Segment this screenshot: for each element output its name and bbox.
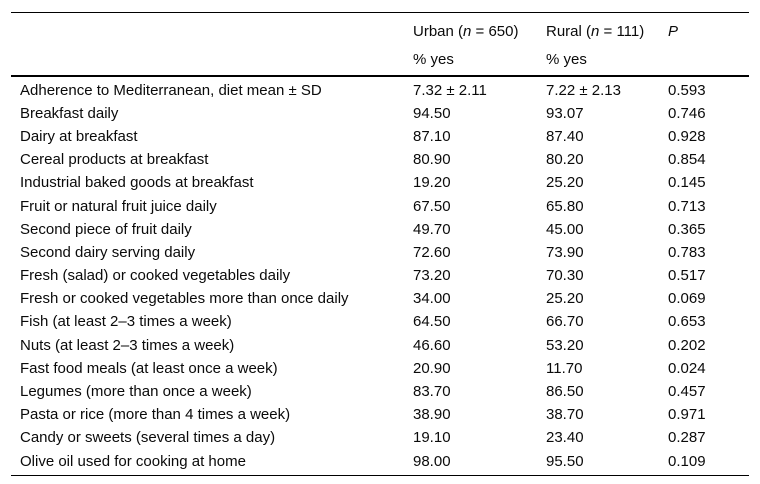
- p-value: 0.287: [668, 430, 706, 446]
- row-label: Fruit or natural fruit juice daily: [20, 198, 217, 214]
- table-row: Second dairy serving daily 72.60 73.90 0…: [11, 241, 749, 264]
- p-value: 0.202: [668, 337, 706, 353]
- table-header: Urban (n = 650) Rural (n = 111) P % yes …: [11, 13, 749, 77]
- row-label: Pasta or rice (more than 4 times a week): [20, 407, 291, 423]
- table-row: Cereal products at breakfast 80.90 80.20…: [11, 148, 749, 171]
- rural-value: 7.22 ± 2.13: [546, 82, 621, 98]
- row-label: Industrial baked goods at breakfast: [20, 175, 254, 191]
- table-body: Adherence to Mediterranean, diet mean ± …: [11, 77, 749, 475]
- urban-value: 20.90: [413, 360, 451, 376]
- rural-value: 38.70: [546, 407, 584, 423]
- urban-value: 98.00: [413, 453, 451, 469]
- p-value: 0.457: [668, 384, 706, 400]
- row-label: Fresh (salad) or cooked vegetables daily: [20, 268, 291, 284]
- row-label: Breakfast daily: [20, 105, 119, 121]
- urban-value: 34.00: [413, 291, 451, 307]
- p-value: 0.783: [668, 244, 706, 260]
- diet-comparison-table: Urban (n = 650) Rural (n = 111) P % yes …: [11, 12, 749, 476]
- urban-value: 73.20: [413, 268, 451, 284]
- p-value: 0.854: [668, 152, 706, 168]
- urban-value: 80.90: [413, 152, 451, 168]
- table-row: Fresh (salad) or cooked vegetables daily…: [11, 264, 749, 287]
- p-value: 0.517: [668, 268, 706, 284]
- table-row: Breakfast daily 94.50 93.07 0.746: [11, 102, 749, 125]
- rural-value: 70.30: [546, 268, 584, 284]
- table-row: Legumes (more than once a week) 83.70 86…: [11, 380, 749, 403]
- rural-value: 86.50: [546, 384, 584, 400]
- p-value: 0.365: [668, 221, 706, 237]
- table-row: Adherence to Mediterranean, diet mean ± …: [11, 79, 749, 102]
- p-value: 0.928: [668, 128, 706, 144]
- row-label: Adherence to Mediterranean, diet mean ± …: [20, 82, 322, 98]
- rural-value: 45.00: [546, 221, 584, 237]
- p-value: 0.069: [668, 291, 706, 307]
- urban-value: 46.60: [413, 337, 451, 353]
- header-urban: Urban (n = 650): [413, 23, 519, 39]
- p-value: 0.713: [668, 198, 706, 214]
- row-label: Candy or sweets (several times a day): [20, 430, 276, 446]
- p-value: 0.653: [668, 314, 706, 330]
- header-row-titles: Urban (n = 650) Rural (n = 111) P: [11, 17, 749, 45]
- p-value: 0.746: [668, 105, 706, 121]
- urban-value: 38.90: [413, 407, 451, 423]
- urban-value: 87.10: [413, 128, 451, 144]
- urban-value: 94.50: [413, 105, 451, 121]
- table-row: Industrial baked goods at breakfast 19.2…: [11, 171, 749, 194]
- row-label: Second piece of fruit daily: [20, 221, 192, 237]
- urban-value: 64.50: [413, 314, 451, 330]
- rural-value: 95.50: [546, 453, 584, 469]
- row-label: Second dairy serving daily: [20, 244, 196, 260]
- row-label: Fish (at least 2–3 times a week): [20, 314, 232, 330]
- header-row-subtitles: % yes % yes: [11, 45, 749, 73]
- urban-value: 7.32 ± 2.11: [413, 82, 487, 98]
- p-value: 0.145: [668, 175, 706, 191]
- rural-value: 53.20: [546, 337, 584, 353]
- row-label: Cereal products at breakfast: [20, 152, 209, 168]
- header-p: P: [668, 23, 679, 39]
- rural-value: 73.90: [546, 244, 584, 260]
- row-label: Nuts (at least 2–3 times a week): [20, 337, 235, 353]
- table-row: Pasta or rice (more than 4 times a week)…: [11, 403, 749, 426]
- urban-value: 83.70: [413, 384, 451, 400]
- table-row: Fast food meals (at least once a week) 2…: [11, 357, 749, 380]
- p-value: 0.024: [668, 360, 706, 376]
- table-row: Second piece of fruit daily 49.70 45.00 …: [11, 218, 749, 241]
- header-rural: Rural (n = 111): [546, 23, 645, 39]
- rural-value: 87.40: [546, 128, 584, 144]
- row-label: Olive oil used for cooking at home: [20, 453, 246, 469]
- rural-value: 65.80: [546, 198, 584, 214]
- table-row: Candy or sweets (several times a day) 19…: [11, 426, 749, 449]
- urban-value: 67.50: [413, 198, 451, 214]
- p-value: 0.971: [668, 407, 706, 423]
- subheader-urban-percent-yes: % yes: [413, 51, 454, 67]
- rural-value: 11.70: [546, 360, 583, 376]
- rural-value: 93.07: [546, 105, 584, 121]
- table-row: Dairy at breakfast 87.10 87.40 0.928: [11, 125, 749, 148]
- row-label: Fresh or cooked vegetables more than onc…: [20, 291, 349, 307]
- urban-value: 19.10: [413, 430, 451, 446]
- rural-value: 25.20: [546, 175, 584, 191]
- rural-value: 23.40: [546, 430, 584, 446]
- subheader-rural-percent-yes: % yes: [546, 51, 587, 67]
- rural-value: 66.70: [546, 314, 584, 330]
- p-value: 0.593: [668, 82, 706, 98]
- table-row: Olive oil used for cooking at home 98.00…: [11, 450, 749, 473]
- table-row: Fresh or cooked vegetables more than onc…: [11, 287, 749, 310]
- table-row: Fish (at least 2–3 times a week) 64.50 6…: [11, 310, 749, 333]
- urban-value: 49.70: [413, 221, 451, 237]
- rural-value: 80.20: [546, 152, 584, 168]
- rural-value: 25.20: [546, 291, 584, 307]
- table-row: Nuts (at least 2–3 times a week) 46.60 5…: [11, 334, 749, 357]
- row-label: Legumes (more than once a week): [20, 384, 252, 400]
- urban-value: 72.60: [413, 244, 451, 260]
- table-row: Fruit or natural fruit juice daily 67.50…: [11, 194, 749, 217]
- row-label: Fast food meals (at least once a week): [20, 360, 278, 376]
- urban-value: 19.20: [413, 175, 451, 191]
- row-label: Dairy at breakfast: [20, 128, 138, 144]
- p-value: 0.109: [668, 453, 706, 469]
